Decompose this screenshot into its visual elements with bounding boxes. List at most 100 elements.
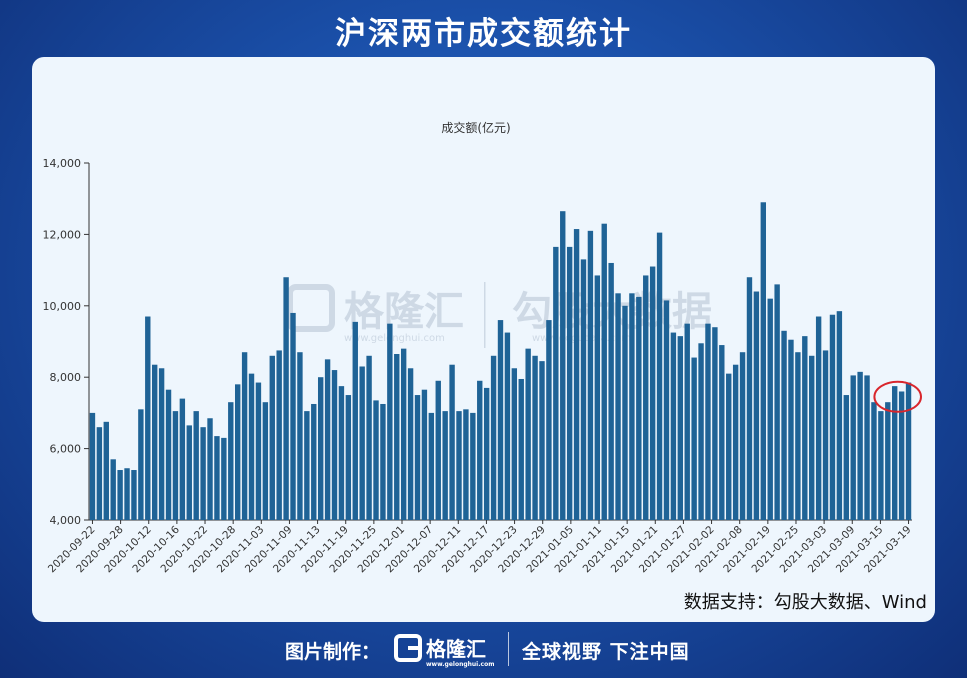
bar (269, 355, 275, 520)
bar (898, 391, 905, 520)
logo-text: 格隆汇 (426, 637, 486, 661)
watermark-brand-left-url: www.gelonghui.com (344, 333, 445, 344)
bar (822, 350, 829, 520)
bar (290, 312, 296, 520)
bar (352, 321, 358, 520)
bar (483, 387, 490, 520)
watermark-divider (484, 282, 486, 348)
bar (477, 380, 483, 520)
footer: 图片制作： 格隆汇 www.gelonghui.com 全球视野 下注中国 (0, 628, 967, 672)
bar (228, 402, 234, 520)
bar (324, 359, 331, 520)
bar (96, 427, 103, 520)
bar (753, 291, 760, 520)
bar (802, 336, 808, 520)
bar (421, 389, 428, 520)
bar (221, 437, 227, 520)
bar (283, 277, 289, 520)
bar (497, 320, 504, 520)
bar (836, 311, 843, 520)
bar (788, 339, 794, 520)
bar (843, 395, 849, 520)
bar (414, 395, 421, 520)
bar (276, 350, 282, 520)
bar (539, 361, 545, 520)
bar (463, 409, 469, 520)
bar (649, 266, 656, 520)
bar (297, 352, 303, 520)
bar (193, 411, 199, 520)
bar (857, 371, 863, 520)
bar (262, 402, 269, 520)
bar (573, 229, 580, 521)
bar (864, 375, 870, 520)
chart-card: 成交额(亿元) 格隆汇 www.gelonghui.com 勾股大数据 www.… (32, 57, 935, 622)
bar (110, 459, 116, 520)
bar (850, 375, 856, 520)
bar (594, 275, 601, 520)
bar (739, 352, 746, 520)
bar (608, 262, 614, 520)
y-tick-label: 6,000 (50, 443, 82, 456)
bar (774, 284, 780, 520)
bar (809, 355, 815, 520)
bar (317, 377, 324, 520)
bar (663, 300, 670, 520)
bar (158, 368, 165, 520)
bar (719, 345, 725, 520)
bar (815, 316, 822, 520)
bar (124, 468, 130, 520)
bar (691, 357, 697, 520)
bar (705, 323, 711, 520)
bar (152, 364, 158, 520)
bar (580, 259, 587, 520)
bar (553, 246, 559, 520)
bar (566, 246, 573, 520)
bar (532, 355, 538, 520)
bar (373, 400, 379, 520)
bar (546, 320, 552, 520)
bar (338, 386, 345, 521)
slogan: 全球视野 下注中国 (522, 641, 690, 663)
y-tick-label: 8,000 (50, 371, 82, 384)
bar (732, 364, 739, 520)
bar (587, 230, 594, 520)
bar (470, 412, 476, 520)
chart-title: 成交额(亿元) (441, 120, 510, 135)
watermark-logo-icon (287, 284, 335, 332)
bar (131, 470, 137, 520)
y-tick-label: 10,000 (43, 300, 82, 313)
bar (331, 370, 338, 520)
bar (746, 277, 753, 520)
bar (905, 382, 912, 520)
bar (311, 403, 317, 520)
bar (622, 305, 628, 520)
bar (871, 402, 877, 520)
bar (103, 421, 109, 520)
bar (241, 352, 248, 520)
bar (518, 378, 524, 520)
logo-sub: www.gelonghui.com (426, 661, 494, 668)
highlight-circle (873, 380, 923, 413)
bar (387, 323, 393, 520)
bar-chart: 成交额(亿元) 格隆汇 www.gelonghui.com 勾股大数据 www.… (43, 120, 923, 575)
bar (235, 384, 241, 520)
bar (359, 366, 365, 520)
bar (601, 223, 607, 520)
bar (885, 402, 891, 520)
bar (504, 332, 511, 520)
bar (304, 411, 310, 520)
page-title: 沪深两市成交额统计 (335, 16, 632, 52)
bar (89, 412, 96, 520)
x-tick-labels: 2020-09-222020-09-282020-10-122020-10-16… (46, 520, 914, 575)
bar (165, 389, 172, 520)
bar (172, 411, 179, 520)
bar (214, 436, 220, 520)
bar (200, 427, 206, 520)
bar (878, 411, 884, 520)
bar (179, 398, 186, 520)
bar (560, 211, 566, 520)
bar (138, 409, 144, 520)
bar (684, 323, 690, 520)
bar (186, 425, 192, 520)
